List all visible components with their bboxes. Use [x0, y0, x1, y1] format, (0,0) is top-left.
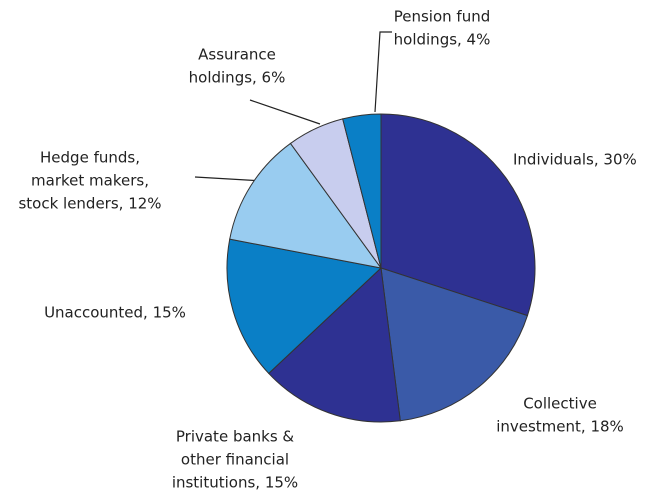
slice-label: holdings, 4%	[394, 31, 491, 49]
slices	[226, 113, 536, 423]
slice	[226, 238, 383, 375]
slice-label: institutions, 15%	[172, 474, 298, 492]
slice-label: stock lenders, 12%	[18, 195, 161, 213]
slice-label: Assurance	[198, 46, 276, 64]
slice-label: holdings, 6%	[189, 69, 286, 87]
slice-label: investment, 18%	[496, 418, 624, 436]
slice-label: Pension fund	[394, 8, 491, 26]
slice-label: Hedge funds,	[40, 149, 140, 167]
slice-label: Collective	[523, 395, 597, 413]
slice-label: Private banks &	[176, 428, 295, 446]
slice-label: other financial	[181, 451, 289, 469]
slice	[342, 113, 382, 269]
leader-line	[249, 99, 321, 125]
slice-label: Individuals, 30%	[513, 151, 637, 169]
slice	[268, 266, 401, 423]
leader-line	[374, 31, 392, 113]
slice	[380, 267, 529, 422]
slice-label: market makers,	[31, 172, 149, 190]
slice-label: Unaccounted, 15%	[44, 304, 186, 322]
slice	[380, 113, 536, 317]
slice	[229, 142, 383, 269]
